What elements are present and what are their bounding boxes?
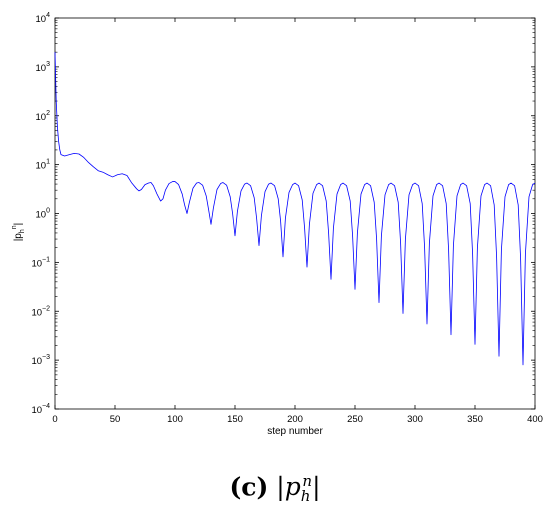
y-tick-label: 10−4 xyxy=(31,403,50,416)
chart: 0 50 100 150 200 250 300 350 400 104 103 102 101 100… xyxy=(11,12,543,437)
x-tick-label: 0 xyxy=(52,414,57,425)
plot-area xyxy=(54,17,536,410)
y-tick-label: 100 xyxy=(36,208,51,221)
y-tick-label: 10−1 xyxy=(31,256,50,269)
series-layer xyxy=(54,52,536,366)
x-tick-label: 200 xyxy=(287,414,303,425)
x-axis: 0 50 100 150 200 250 300 350 400 xyxy=(52,18,543,425)
y-tick-label: 104 xyxy=(36,12,51,25)
figure-caption: (c) |phn| xyxy=(0,472,550,505)
y-tick-label: 103 xyxy=(36,61,51,74)
series-line xyxy=(54,52,536,366)
y-tick-label: 10−2 xyxy=(31,305,50,318)
caption-formula: |phn| xyxy=(276,472,321,506)
x-tick-label: 350 xyxy=(467,414,483,425)
x-axis-title: step number xyxy=(267,426,323,437)
x-tick-label: 150 xyxy=(227,414,243,425)
y-tick-label: 102 xyxy=(36,110,51,123)
y-tick-label: 10−3 xyxy=(31,354,50,367)
x-tick-label: 300 xyxy=(407,414,423,425)
x-tick-label: 100 xyxy=(167,414,183,425)
x-tick-label: 400 xyxy=(527,414,543,425)
caption-label: (c) xyxy=(229,472,269,502)
y-axis-title: |phn| xyxy=(11,223,26,242)
x-tick-label: 50 xyxy=(110,414,121,425)
x-tick-label: 250 xyxy=(347,414,363,425)
y-tick-label: 101 xyxy=(36,159,51,172)
